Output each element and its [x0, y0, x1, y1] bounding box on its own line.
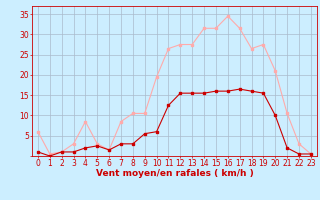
X-axis label: Vent moyen/en rafales ( km/h ): Vent moyen/en rafales ( km/h )	[96, 169, 253, 178]
